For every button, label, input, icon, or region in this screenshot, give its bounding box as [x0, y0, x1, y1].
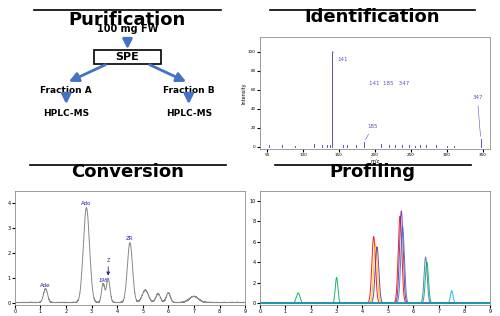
Point: [24, 141, 30, 145]
Text: Purification: Purification: [69, 11, 186, 29]
Point: [272, 163, 278, 167]
Text: SPE: SPE: [116, 52, 140, 62]
Text: Identification: Identification: [305, 8, 440, 26]
Point: [468, 163, 473, 167]
Point: [5, 141, 11, 145]
Point: [26, 163, 32, 167]
Point: [222, 163, 228, 167]
FancyBboxPatch shape: [94, 50, 160, 64]
Text: Fraction A: Fraction A: [40, 86, 92, 95]
Text: HPLC-MS: HPLC-MS: [166, 109, 212, 118]
Text: Conversion: Conversion: [71, 163, 184, 181]
Text: HPLC-MS: HPLC-MS: [43, 109, 90, 118]
Text: Fraction B: Fraction B: [163, 86, 214, 95]
Text: Profiling: Profiling: [330, 163, 416, 181]
Text: 100 mg FW: 100 mg FW: [97, 24, 158, 34]
